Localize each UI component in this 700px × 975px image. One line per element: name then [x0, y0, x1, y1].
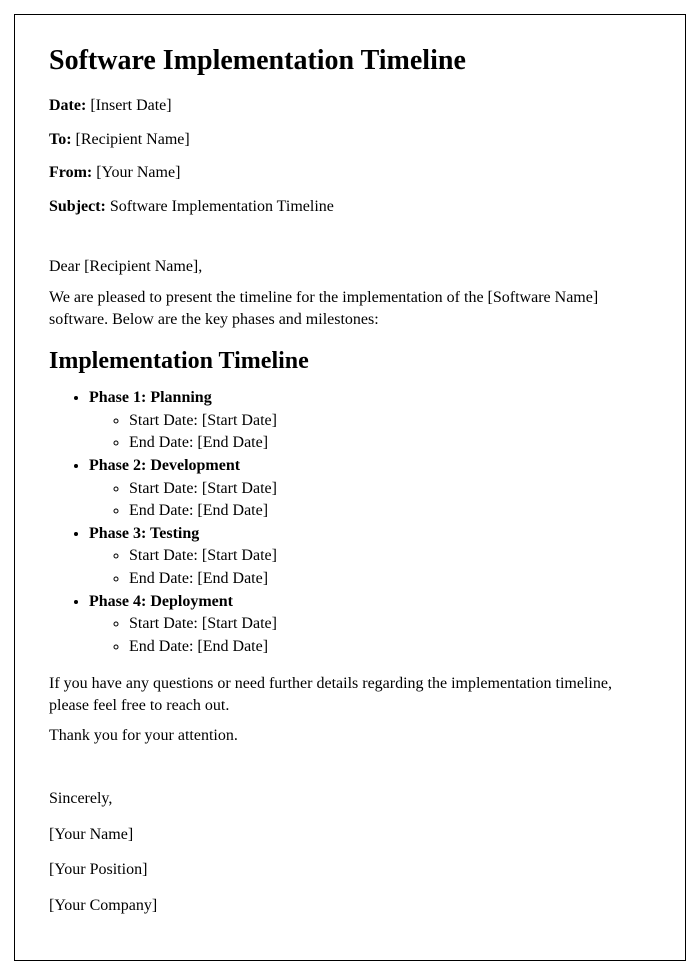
list-item: Phase 4: Deployment Start Date: [Start D…	[89, 591, 651, 658]
subject-label: Subject:	[49, 198, 106, 215]
date-value: [Insert Date]	[86, 97, 171, 114]
list-item: Start Date: [Start Date]	[129, 613, 651, 635]
subject-value: Software Implementation Timeline	[106, 198, 334, 215]
from-value: [Your Name]	[92, 164, 180, 181]
end-value: [End Date]	[197, 502, 268, 519]
from-label: From:	[49, 164, 92, 181]
signature-company: [Your Company]	[49, 895, 651, 917]
start-label: Start Date:	[129, 615, 202, 632]
thanks-line: Thank you for your attention.	[49, 725, 651, 747]
list-item: Start Date: [Start Date]	[129, 410, 651, 432]
list-item: Start Date: [Start Date]	[129, 478, 651, 500]
signature-block: Sincerely, [Your Name] [Your Position] […	[49, 788, 651, 916]
list-item: End Date: [End Date]	[129, 636, 651, 658]
to-label: To:	[49, 131, 72, 148]
end-label: End Date:	[129, 434, 197, 451]
spacer	[49, 756, 651, 774]
list-item: End Date: [End Date]	[129, 500, 651, 522]
start-label: Start Date:	[129, 412, 202, 429]
salutation: Dear [Recipient Name],	[49, 256, 651, 278]
intro-paragraph: We are pleased to present the timeline f…	[49, 287, 651, 330]
date-line: Date: [Insert Date]	[49, 95, 651, 117]
phase-name: Phase 1: Planning	[89, 389, 212, 406]
start-label: Start Date:	[129, 480, 202, 497]
page: Software Implementation Timeline Date: […	[0, 0, 700, 975]
list-item: Phase 3: Testing Start Date: [Start Date…	[89, 523, 651, 590]
memo-header: Date: [Insert Date] To: [Recipient Name]…	[49, 95, 651, 217]
end-label: End Date:	[129, 638, 197, 655]
phase-name: Phase 2: Development	[89, 457, 240, 474]
start-value: [Start Date]	[202, 615, 277, 632]
start-label: Start Date:	[129, 547, 202, 564]
list-item: Phase 2: Development Start Date: [Start …	[89, 455, 651, 522]
start-value: [Start Date]	[202, 480, 277, 497]
end-label: End Date:	[129, 502, 197, 519]
document-title: Software Implementation Timeline	[49, 45, 651, 77]
phase-list: Phase 1: Planning Start Date: [Start Dat…	[49, 387, 651, 657]
end-label: End Date:	[129, 570, 197, 587]
signoff: Sincerely,	[49, 788, 651, 810]
signature-name: [Your Name]	[49, 824, 651, 846]
spacer	[49, 229, 651, 247]
from-line: From: [Your Name]	[49, 162, 651, 184]
timeline-heading: Implementation Timeline	[49, 348, 651, 375]
list-item: Phase 1: Planning Start Date: [Start Dat…	[89, 387, 651, 454]
list-item: End Date: [End Date]	[129, 568, 651, 590]
phase-name: Phase 4: Deployment	[89, 593, 233, 610]
to-value: [Recipient Name]	[72, 131, 190, 148]
start-value: [Start Date]	[202, 547, 277, 564]
document-sheet: Software Implementation Timeline Date: […	[14, 14, 686, 961]
date-label: Date:	[49, 97, 86, 114]
end-value: [End Date]	[197, 570, 268, 587]
start-value: [Start Date]	[202, 412, 277, 429]
list-item: End Date: [End Date]	[129, 432, 651, 454]
phase-name: Phase 3: Testing	[89, 525, 199, 542]
signature-position: [Your Position]	[49, 859, 651, 881]
subject-line: Subject: Software Implementation Timelin…	[49, 196, 651, 218]
list-item: Start Date: [Start Date]	[129, 545, 651, 567]
closing-paragraph: If you have any questions or need furthe…	[49, 673, 651, 716]
to-line: To: [Recipient Name]	[49, 129, 651, 151]
end-value: [End Date]	[197, 434, 268, 451]
end-value: [End Date]	[197, 638, 268, 655]
